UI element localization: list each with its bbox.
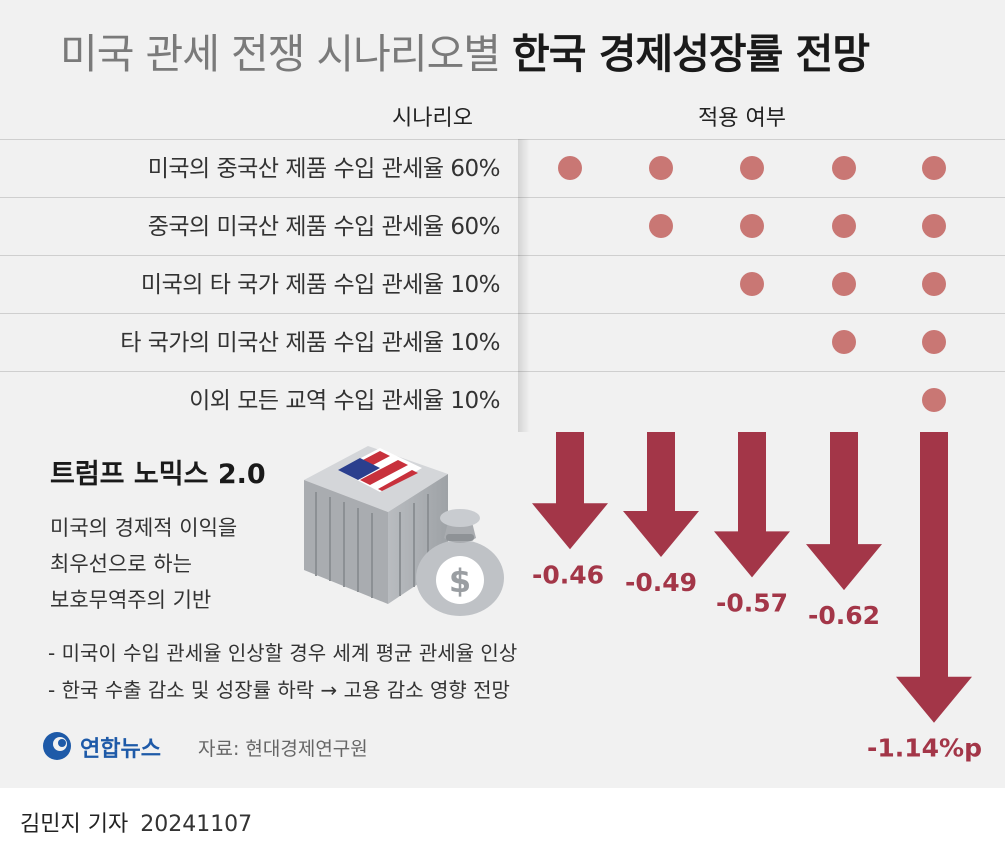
reporter-name: 김민지 기자 [20,812,129,837]
value-arrow [623,432,699,557]
applied-dot [832,272,856,296]
value-arrow [532,432,608,550]
source-note: 자료: 현대경제연구원 [198,738,368,760]
applied-dot [649,214,673,238]
applied-dot [740,214,764,238]
svg-text:$: $ [449,562,471,600]
table-row: 중국의 미국산 제품 수입 관세율 60% [0,197,1005,256]
sidebar-desc-line: 미국의 경제적 이익을 [50,516,238,540]
applied-dot [649,156,673,180]
scenario-label: 미국의 타 국가 제품 수입 관세율 10% [140,272,501,298]
scenario-label: 중국의 미국산 제품 수입 관세율 60% [147,214,501,240]
table-row: 미국의 타 국가 제품 수입 관세율 10% [0,255,1005,314]
applied-dot [832,330,856,354]
applied-dot [558,156,582,180]
applied-dot [832,156,856,180]
sidebar-note: - 미국이 수입 관세율 인상할 경우 세계 평균 관세율 인상 [48,641,518,665]
applied-dot [922,272,946,296]
value-arrow [714,432,790,578]
page-title: 미국 관세 전쟁 시나리오별 한국 경제성장률 전망 [60,20,870,80]
table-row: 이외 모든 교역 수입 관세율 10% [0,371,1005,430]
scenario-label: 이외 모든 교역 수입 관세율 10% [189,388,500,414]
header-scenario: 시나리오 [392,106,473,131]
value-label: -0.46 [532,560,604,589]
sidebar-desc-line: 보호무역주의 기반 [50,588,212,612]
value-label: -0.62 [808,601,880,630]
applied-dot [922,388,946,412]
scenario-label: 타 국가의 미국산 제품 수입 관세율 10% [120,330,500,356]
applied-dot [922,330,946,354]
us-flag-icon [338,448,422,492]
title-bold: 한국 경제성장률 전망 [512,30,870,78]
publish-date: 20241107 [140,812,253,837]
sidebar-note: - 한국 수출 감소 및 성장률 하락 → 고용 감소 영향 전망 [48,678,510,702]
value-label: -0.49 [625,568,697,597]
value-label: -1.14%p [867,734,982,763]
byline: 김민지 기자 20241107 [20,806,252,838]
value-arrow [806,432,882,591]
applied-dot [832,214,856,238]
applied-dot [740,272,764,296]
infographic-panel [0,0,1005,788]
growth-chart: -0.46 -0.49 -0.57 -0.62 -1.14%p [532,432,982,763]
value-arrow [896,432,972,723]
money-bag-icon: $ [416,509,504,616]
applied-dot [922,214,946,238]
applied-dot [740,156,764,180]
sidebar-heading: 트럼프 노믹스 2.0 [50,459,266,490]
yonhap-logo-icon [43,732,71,760]
applied-dot [922,156,946,180]
header-applied: 적용 여부 [698,106,786,131]
table-row: 타 국가의 미국산 제품 수입 관세율 10% [0,313,1005,372]
sidebar-desc-line: 최우선으로 하는 [50,552,192,576]
value-label: -0.57 [716,588,788,617]
scenario-label: 미국의 중국산 제품 수입 관세율 60% [147,156,501,182]
yonhap-logo-text: 연합뉴스 [80,737,161,762]
title-light: 미국 관세 전쟁 시나리오별 [60,30,501,78]
column-divider [518,139,530,432]
table-row: 미국의 중국산 제품 수입 관세율 60% [0,139,1005,198]
